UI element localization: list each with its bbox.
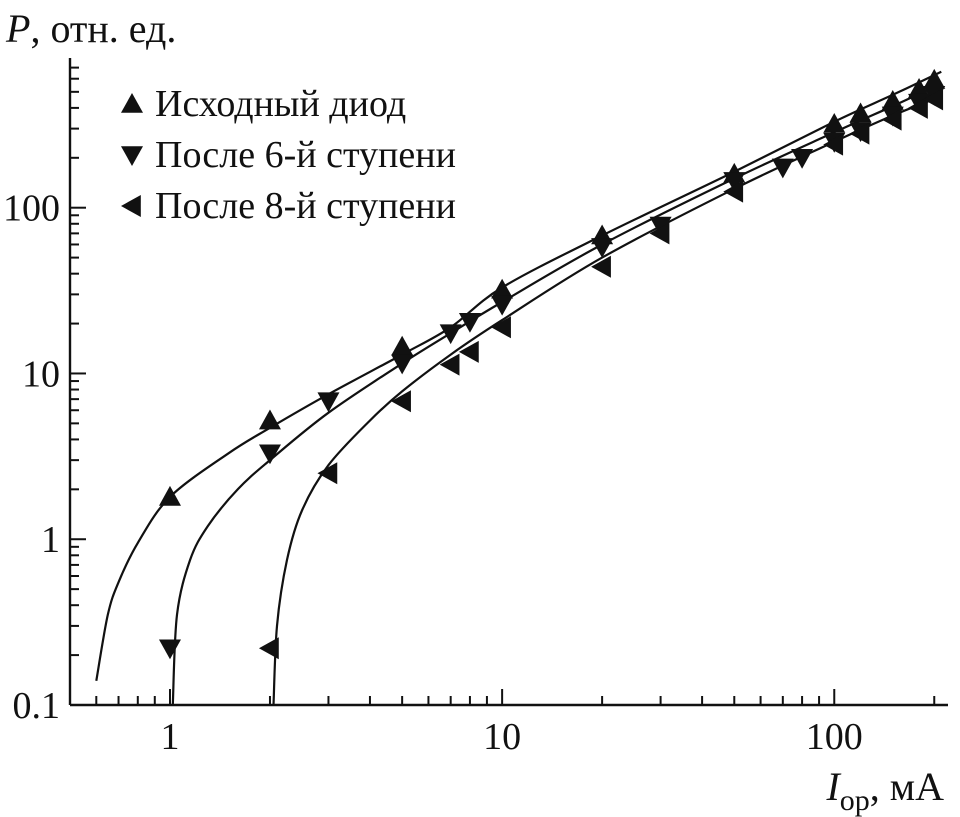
- data-point-after-step-8: [491, 316, 511, 339]
- data-point-after-step-6: [317, 392, 340, 413]
- fit-curve-after-step-6: [171, 82, 942, 706]
- data-point-after-step-6: [791, 149, 814, 169]
- data-point-after-step-8: [908, 96, 928, 119]
- data-point-after-step-6: [158, 639, 181, 660]
- data-point-initial: [258, 409, 281, 430]
- data-point-after-step-8: [391, 390, 411, 413]
- fit-curve-after-step-8: [272, 95, 942, 706]
- data-point-initial: [881, 90, 904, 110]
- data-point-after-step-6: [391, 354, 414, 375]
- data-point-after-step-8: [723, 180, 744, 203]
- y-axis-title-main: P: [5, 6, 30, 51]
- svg-text:P, отн. ед.: P, отн. ед.: [5, 6, 176, 51]
- y-tick-label: 0.1: [13, 685, 61, 727]
- data-point-initial: [491, 278, 514, 299]
- x-tick-label: 1: [160, 716, 179, 758]
- legend-marker-initial: [121, 93, 143, 113]
- data-point-initial: [849, 102, 872, 123]
- legend: Исходный диод После 6-й ступени После 8-й …: [121, 83, 456, 227]
- data-point-after-step-8: [439, 353, 460, 376]
- data-point-after-step-6: [723, 172, 746, 192]
- data-point-after-step-8: [649, 222, 670, 245]
- x-axis-title: Iор, мА: [825, 764, 944, 817]
- data-point-initial: [923, 68, 946, 89]
- data-point-after-step-6: [771, 158, 794, 179]
- data-point-after-step-8: [458, 340, 479, 363]
- data-point-initial: [823, 112, 846, 133]
- svg-text:Iор, мА: Iор, мА: [825, 764, 944, 817]
- data-markers: [158, 68, 946, 660]
- y-tick-label: 1: [41, 519, 60, 561]
- legend-label-initial: Исходный диод: [155, 83, 406, 125]
- data-point-after-step-8: [317, 462, 338, 485]
- data-point-after-step-6: [649, 216, 672, 237]
- y-axis-title-unit: , отн. ед.: [30, 6, 176, 51]
- x-axis-title-sub: ор: [840, 784, 870, 817]
- y-axis-title: P, отн. ед.: [5, 6, 176, 51]
- axes: 1 10 100 0.1 1 10 100: [3, 58, 948, 758]
- data-point-after-step-8: [923, 88, 944, 111]
- x-axis-title-unit: , мА: [870, 764, 944, 809]
- data-point-after-step-6: [591, 238, 614, 258]
- y-tick-label: 10: [22, 353, 60, 395]
- legend-marker-after-step-8: [121, 195, 141, 217]
- data-point-initial: [158, 485, 181, 506]
- y-tick-label: 100: [3, 188, 60, 230]
- data-point-after-step-6: [258, 444, 281, 465]
- data-point-initial: [391, 335, 414, 356]
- legend-label-after-step-8: После 8-й ступени: [155, 185, 456, 227]
- data-point-after-step-8: [849, 122, 870, 145]
- legend-label-after-step-6: После 6-й ступени: [155, 134, 456, 176]
- x-tick-label: 100: [806, 716, 863, 758]
- legend-marker-after-step-6: [121, 146, 143, 166]
- data-point-after-step-8: [881, 108, 902, 131]
- data-point-after-step-6: [439, 324, 462, 345]
- data-point-after-step-6: [491, 295, 514, 316]
- x-axis-title-main: I: [825, 764, 841, 809]
- data-point-after-step-8: [258, 637, 279, 660]
- data-point-after-step-6: [458, 312, 481, 333]
- data-point-initial: [908, 78, 931, 98]
- data-point-after-step-8: [591, 255, 611, 278]
- x-tick-label: 10: [483, 716, 521, 758]
- data-point-after-step-8: [823, 133, 844, 156]
